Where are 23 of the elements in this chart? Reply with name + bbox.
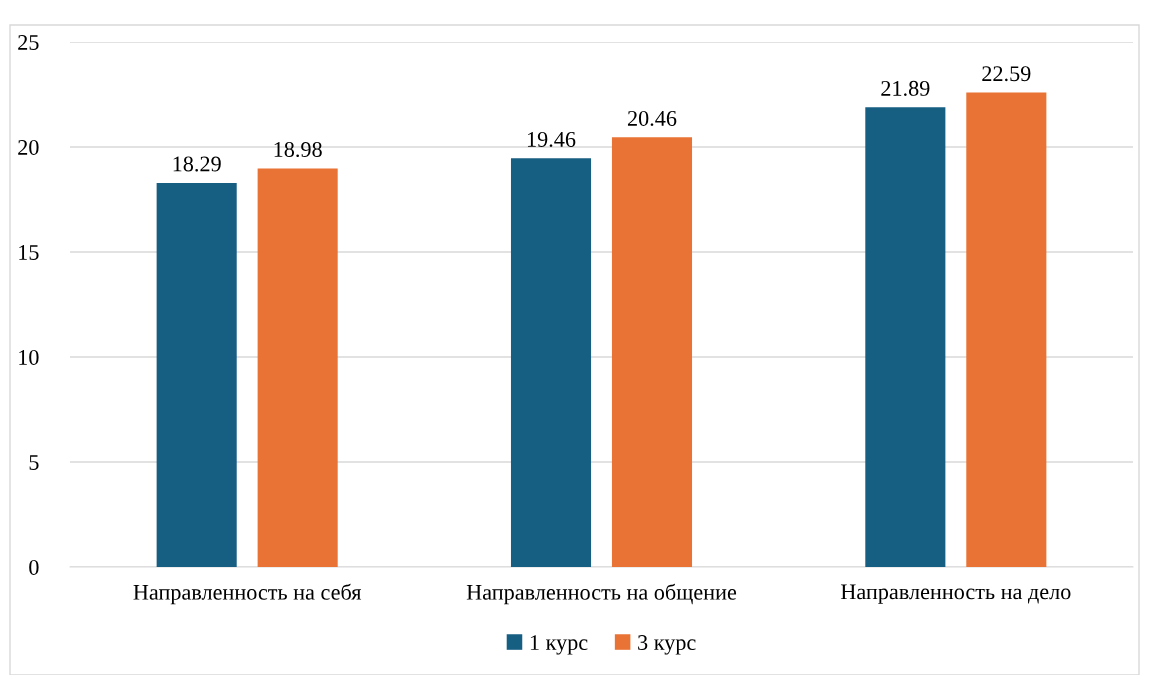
bar	[510, 158, 592, 567]
bar	[156, 182, 237, 567]
y-tick-label: 10	[19, 349, 39, 365]
legend-label: 1 курс	[530, 635, 588, 655]
y-tick-label: 20	[18, 139, 39, 155]
data-label: 22.59	[982, 66, 1031, 82]
y-tick-label: 15	[19, 245, 39, 260]
x-tick-label: Направленность на дело	[840, 584, 1071, 604]
bar	[865, 107, 946, 567]
x-tick-label: Направленность на общение	[466, 583, 737, 605]
data-label: 19.46	[527, 131, 576, 147]
y-tick-label: 25	[18, 34, 39, 50]
bar	[966, 92, 1047, 567]
data-label: 20.46	[627, 110, 677, 126]
data-label: 18.29	[173, 156, 221, 172]
y-tick-label: 0	[29, 559, 39, 575]
x-tick-label: Направленность на себя	[133, 583, 362, 605]
data-label: 18.98	[274, 141, 322, 158]
bar	[257, 168, 338, 567]
bar	[611, 137, 693, 567]
legend-label: 3 курс	[638, 635, 696, 655]
data-label: 21.89	[881, 80, 930, 96]
y-tick-label: 5	[29, 455, 39, 470]
